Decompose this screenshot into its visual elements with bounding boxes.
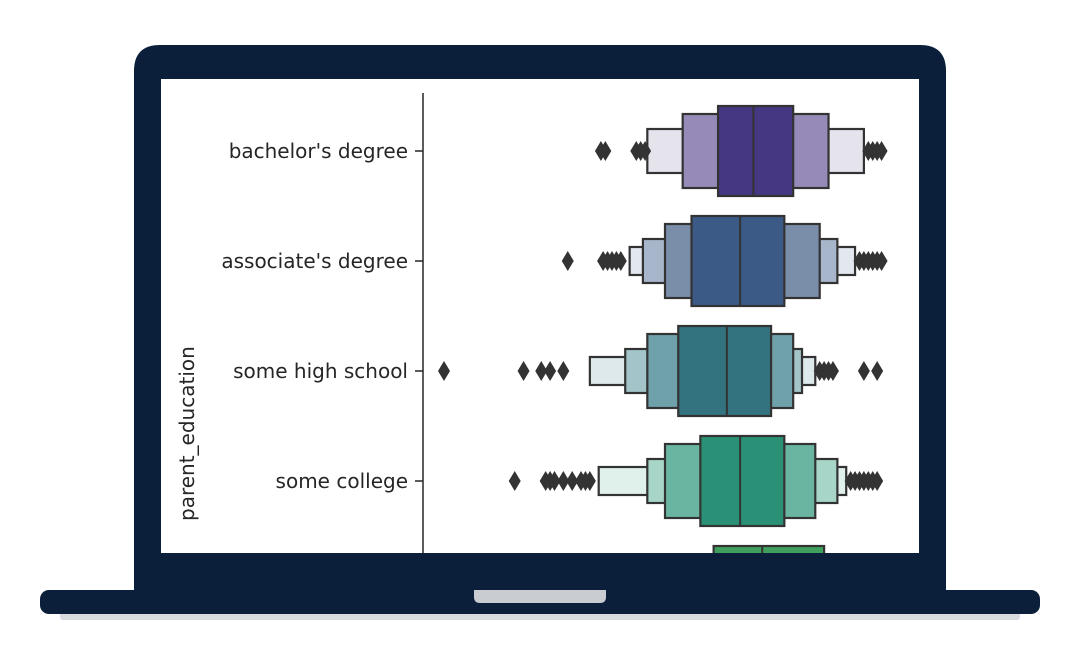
laptop-notch [474, 590, 606, 603]
outlier-marker [826, 361, 839, 381]
outlier-marker [548, 471, 561, 491]
tick-area: bachelor's degree associate's degree some … [221, 139, 423, 493]
category-group [438, 324, 884, 418]
outlier-marker [875, 251, 888, 271]
outlier-marker [438, 361, 450, 381]
category-group [594, 104, 888, 198]
outlier-marker [566, 471, 579, 491]
boxen-box [712, 544, 826, 553]
outlier-marker [583, 471, 596, 491]
outlier-marker [871, 471, 884, 491]
outlier-marker [517, 361, 530, 381]
outlier-marker [857, 361, 870, 381]
boxen-box [690, 214, 786, 308]
outlier-marker [639, 141, 652, 161]
y-tick-label: associate's degree [221, 249, 408, 273]
y-tick-label: some high school [233, 359, 408, 383]
y-tick-label: bachelor's degree [229, 139, 408, 163]
screen: parent_education bachelor's degree associ… [161, 79, 919, 553]
outlier-marker [871, 361, 884, 381]
outlier-marker [535, 361, 548, 381]
boxen-box [699, 434, 786, 528]
outlier-marker [508, 471, 521, 491]
outlier-marker [544, 361, 557, 381]
outlier-marker [875, 141, 888, 161]
boxen-box [716, 104, 795, 198]
y-tick-label: some college [276, 469, 408, 493]
outlier-marker [557, 471, 570, 491]
y-axis-label: parent_education [175, 346, 199, 521]
outlier-marker [561, 251, 574, 271]
outlier-marker [557, 361, 570, 381]
category-group [561, 214, 888, 308]
outlier-marker [599, 141, 612, 161]
category-group [712, 544, 826, 553]
boxen-box [677, 324, 773, 418]
plot-area [438, 104, 888, 553]
outlier-marker [614, 251, 627, 271]
category-group [508, 434, 884, 528]
